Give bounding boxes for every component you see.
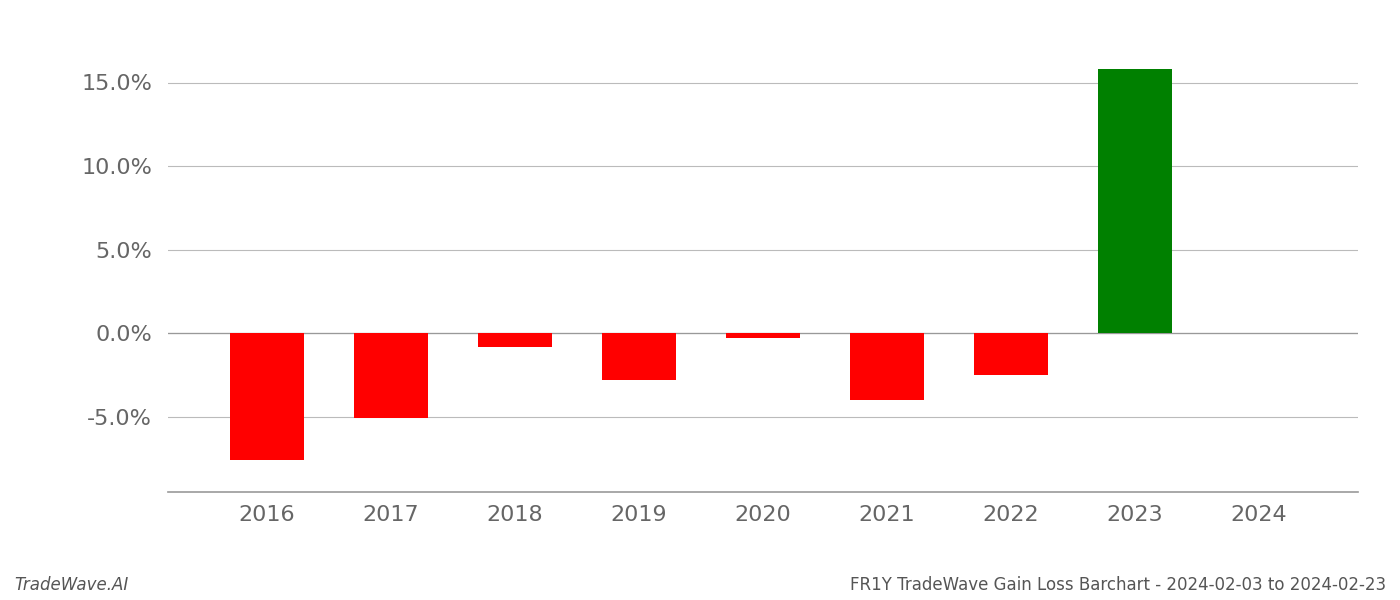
Bar (477, 333, 552, 347)
Bar (602, 333, 676, 380)
Bar (354, 333, 428, 418)
Bar (850, 333, 924, 400)
Text: TradeWave.AI: TradeWave.AI (14, 576, 129, 594)
Text: FR1Y TradeWave Gain Loss Barchart - 2024-02-03 to 2024-02-23: FR1Y TradeWave Gain Loss Barchart - 2024… (850, 576, 1386, 594)
Bar (725, 333, 801, 338)
Bar (230, 333, 304, 460)
Bar (1098, 69, 1172, 333)
Bar (974, 333, 1049, 375)
